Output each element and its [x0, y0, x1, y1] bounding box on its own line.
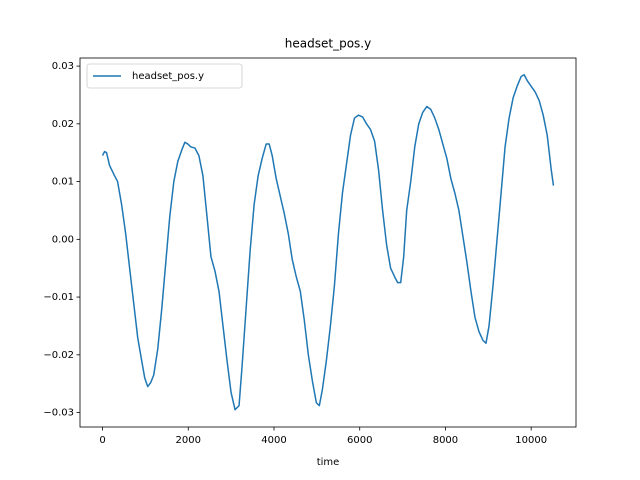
plot-frame [79, 57, 577, 428]
y-tick-label: 0.01 [52, 177, 74, 188]
x-tick-label: 4000 [261, 435, 286, 446]
x-tick-label: 2000 [176, 435, 201, 446]
data-line [101, 74, 555, 411]
x-tick-label: 6000 [347, 435, 372, 446]
y-tick-label: 0.03 [52, 61, 74, 72]
y-tick-label: −0.03 [43, 408, 74, 419]
x-tick-label: 8000 [433, 435, 458, 446]
y-tick-label: −0.02 [43, 350, 74, 361]
chart-title: headset_pos.y [285, 37, 371, 51]
legend-box [86, 63, 243, 89]
x-tick-label: 10000 [515, 435, 547, 446]
y-tick-label: 0.00 [52, 234, 74, 245]
x-axis-label: time [317, 457, 340, 468]
x-tick-label: 0 [99, 435, 105, 446]
y-tick-label: −0.01 [43, 292, 74, 303]
y-tick-label: 0.02 [52, 119, 74, 130]
legend-label: headset_pos.y [132, 71, 204, 82]
